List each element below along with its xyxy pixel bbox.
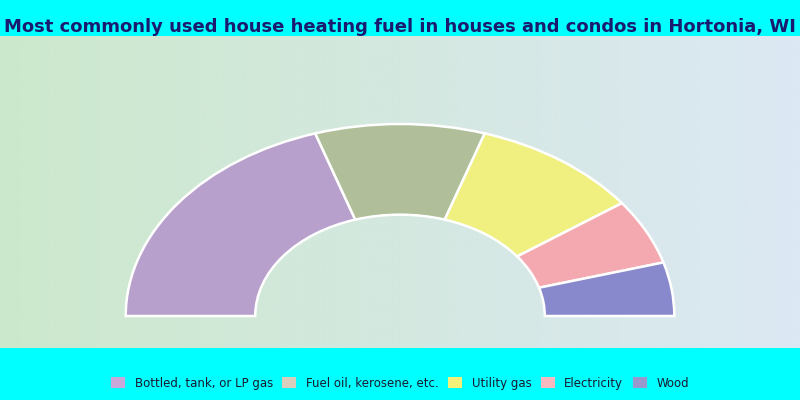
- Legend: Bottled, tank, or LP gas, Fuel oil, kerosene, etc., Utility gas, Electricity, Wo: Bottled, tank, or LP gas, Fuel oil, kero…: [109, 374, 691, 392]
- Wedge shape: [315, 124, 485, 220]
- Wedge shape: [539, 262, 674, 316]
- Wedge shape: [517, 203, 663, 288]
- Text: Most commonly used house heating fuel in houses and condos in Hortonia, WI: Most commonly used house heating fuel in…: [4, 18, 796, 36]
- Wedge shape: [126, 133, 355, 316]
- Wedge shape: [445, 133, 622, 256]
